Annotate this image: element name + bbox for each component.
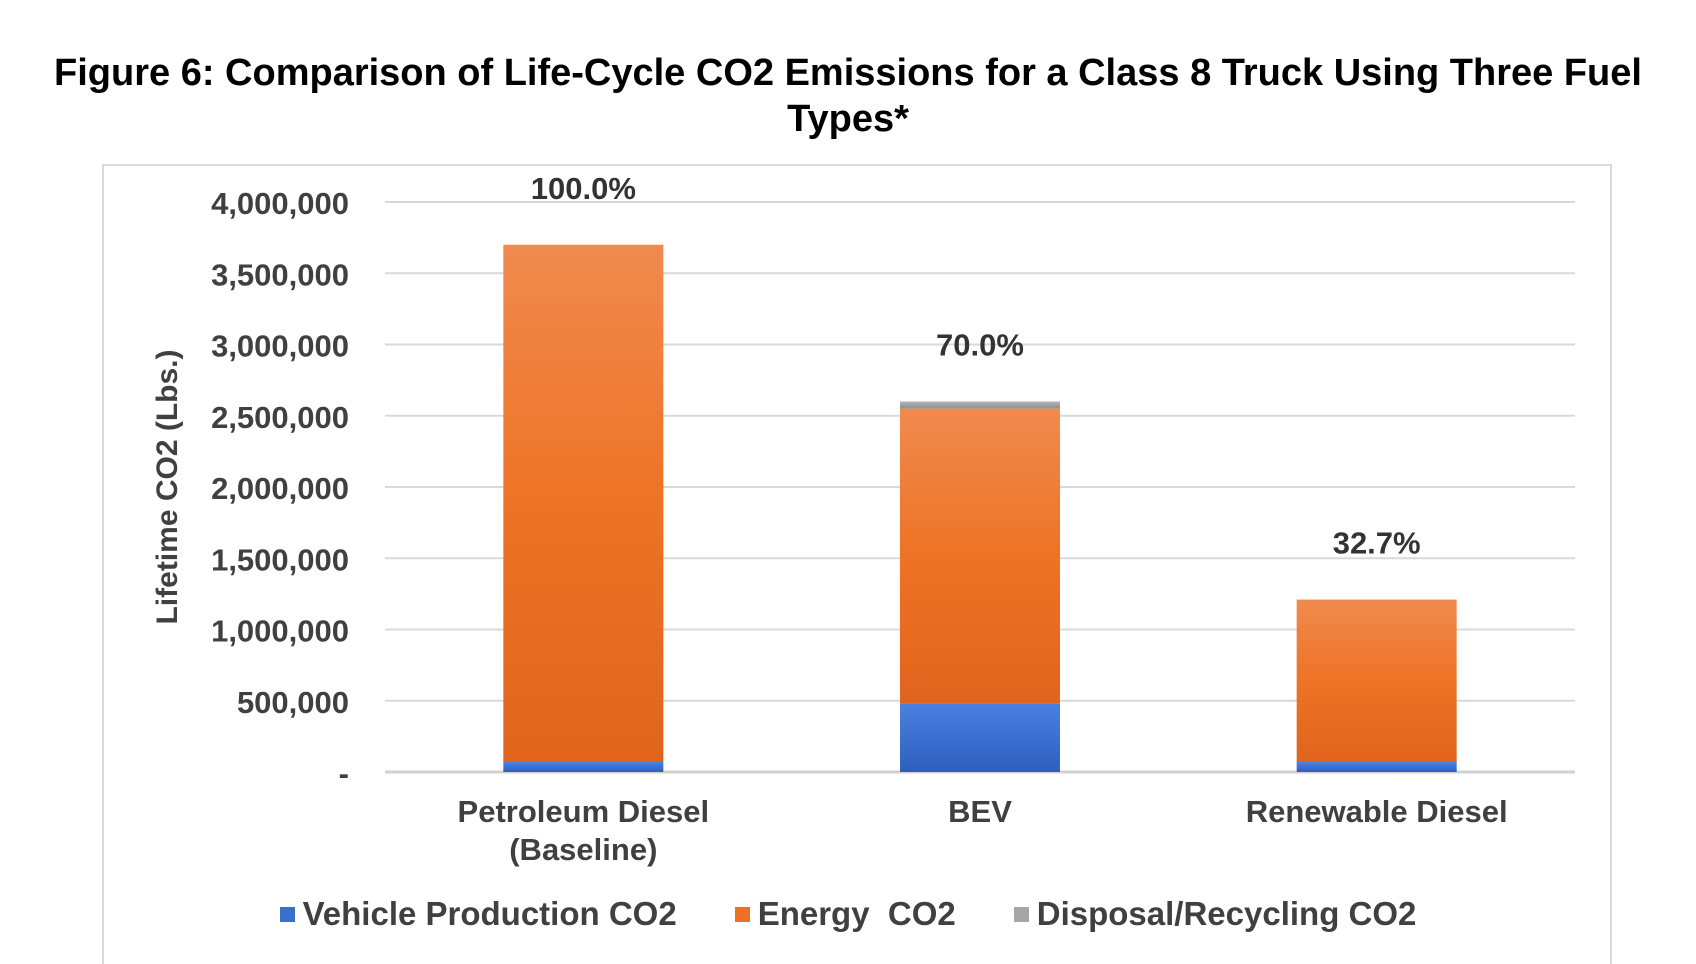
data-label: 32.7% <box>1333 526 1421 561</box>
data-label: 70.0% <box>936 328 1024 363</box>
x-tick-label: BEV <box>948 794 1012 829</box>
bar-segment <box>1296 599 1457 763</box>
x-tick-label: (Baseline) <box>509 832 657 867</box>
legend-item: Disposal/Recycling CO2 <box>1013 895 1417 933</box>
chart-title-line-2: Types* <box>787 98 909 140</box>
y-tick-label: 4,000,000 <box>211 186 349 221</box>
y-tick-label: 1,500,000 <box>211 542 349 577</box>
x-tick-label: Petroleum Diesel <box>458 794 710 829</box>
y-axis-label: Lifetime CO2 (Lbs.) <box>151 349 184 624</box>
y-tick-label: 2,000,000 <box>211 471 349 506</box>
chart-title-line-1: Figure 6: Comparison of Life-Cycle CO2 E… <box>54 52 1642 94</box>
bar-segment <box>900 703 1060 772</box>
chart-title: Figure 6: Comparison of Life-Cycle CO2 E… <box>0 50 1696 142</box>
chart-legend: Vehicle Production CO2 Energy CO2 Disposal… <box>0 895 1696 933</box>
legend-label: Disposal/Recycling CO2 <box>1036 895 1417 932</box>
y-tick-label: 500,000 <box>237 685 349 720</box>
legend-swatch <box>734 906 750 922</box>
legend-item: Energy CO2 <box>734 895 956 933</box>
y-tick-label: 1,000,000 <box>211 614 349 649</box>
bar-segment <box>503 762 664 772</box>
bar-segment <box>503 244 664 763</box>
legend-swatch <box>279 906 295 922</box>
chart-frame <box>102 164 1612 964</box>
legend-label: Vehicle Production CO2 <box>302 895 677 932</box>
y-tick-label: 3,000,000 <box>211 329 349 364</box>
bar-segment <box>900 408 1060 704</box>
y-tick-label: 2,500,000 <box>211 400 349 435</box>
y-tick-label: - <box>339 756 349 791</box>
y-tick-label: 3,500,000 <box>211 257 349 292</box>
bar-segment <box>1296 762 1457 772</box>
legend-item: Vehicle Production CO2 <box>279 895 677 933</box>
legend-label: Energy CO2 <box>757 895 956 932</box>
x-tick-label: Renewable Diesel <box>1246 794 1508 829</box>
data-label: 100.0% <box>531 171 636 206</box>
legend-swatch <box>1013 906 1029 922</box>
bar-segment <box>900 401 1060 409</box>
